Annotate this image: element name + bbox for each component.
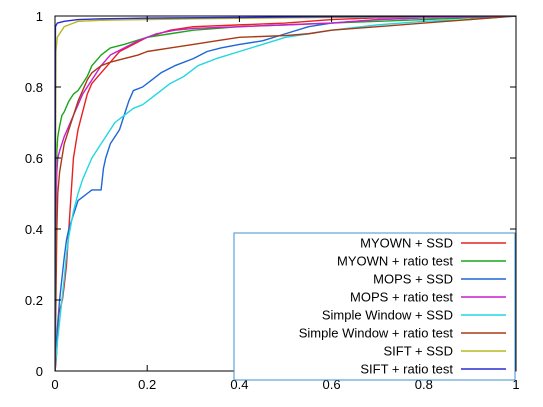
series-line-8 (55, 16, 516, 371)
legend-label: Simple Window + ratio test (299, 326, 454, 341)
series-line-6 (55, 16, 516, 371)
x-tick-label: 0.2 (138, 377, 156, 392)
y-tick-label: 0.4 (25, 222, 43, 237)
legend: MYOWN + SSD MYOWN + ratio test MOPS + SSD M… (233, 232, 516, 381)
series-line-1 (55, 16, 516, 371)
legend-label: SIFT + ratio test (360, 362, 453, 377)
legend-label: MYOWN + SSD (360, 236, 453, 251)
x-tick-label: 0.4 (230, 377, 248, 392)
y-tick-label: 1 (36, 9, 43, 24)
legend-label: MOPS + SSD (373, 272, 453, 287)
series-line-7 (55, 16, 516, 371)
x-tick-label: 0.8 (415, 377, 433, 392)
legend-label: MOPS + ratio test (350, 290, 453, 305)
legend-label: SIFT + SSD (384, 344, 453, 359)
y-tick-label: 0.2 (25, 293, 43, 308)
x-tick-label: 0.6 (323, 377, 341, 392)
x-tick-label: 1 (512, 377, 519, 392)
series-layer (55, 16, 516, 371)
legend-box (233, 232, 516, 381)
series-lines (55, 16, 516, 371)
series-line-3 (55, 16, 516, 371)
x-tick-label: 0 (51, 377, 58, 392)
legend-label: MYOWN + ratio test (337, 254, 453, 269)
y-tick-label: 0 (36, 364, 43, 379)
legend-label: Simple Window + SSD (322, 308, 453, 323)
y-tick-label: 0.6 (25, 151, 43, 166)
y-tick-label: 0.8 (25, 80, 43, 95)
series-line-5 (55, 16, 516, 371)
